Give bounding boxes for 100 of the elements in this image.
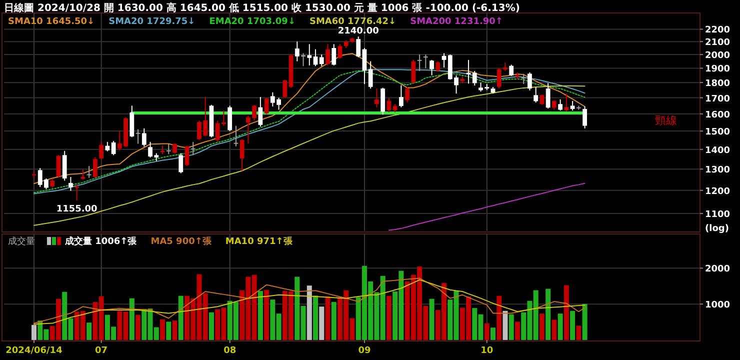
candlestick xyxy=(99,141,104,160)
candlestick xyxy=(546,82,550,109)
candlestick xyxy=(105,141,110,152)
candlestick xyxy=(178,152,184,174)
bar xyxy=(429,298,434,340)
annotation: 2140.00 xyxy=(338,26,379,37)
candlestick xyxy=(111,140,116,156)
y-tick-label: 1300 xyxy=(705,166,730,176)
candlestick xyxy=(68,176,73,192)
candlestick xyxy=(80,168,86,180)
candlestick xyxy=(319,54,324,67)
bar xyxy=(546,288,551,340)
candlestick xyxy=(228,105,232,132)
chart-title: 日線圖 2024/10/28 開 1630.00 高 1645.00 低 1515.00 收 1530.00 元 量 1006 張 -100.00 (-6.13%) xyxy=(4,2,520,14)
candlestick xyxy=(466,59,471,84)
x-tick-label: 10 xyxy=(480,346,494,356)
text: SMA20 1729.75↓ xyxy=(108,17,196,27)
candlestick xyxy=(430,59,434,76)
bar xyxy=(386,296,392,340)
bar xyxy=(508,314,514,340)
bar xyxy=(313,296,318,340)
candlestick xyxy=(258,96,263,128)
bar xyxy=(319,306,324,340)
bar xyxy=(136,314,141,340)
candlestick xyxy=(423,54,428,69)
bar xyxy=(570,310,576,340)
candlestick xyxy=(172,142,177,154)
legend-title: 成交量 xyxy=(8,236,35,247)
candlestick xyxy=(240,138,244,172)
bar xyxy=(208,312,214,340)
candlestick xyxy=(301,52,306,67)
y-tick-label: 1100 xyxy=(705,210,730,220)
x-tick-label: 07 xyxy=(95,346,108,356)
candlestick xyxy=(521,73,526,85)
text: SMA60 1776.42↓ xyxy=(309,17,396,27)
candlestick xyxy=(338,44,342,60)
candlestick xyxy=(184,145,190,167)
x-tick-label: 2024/06/14 xyxy=(6,346,62,356)
bar xyxy=(160,319,166,340)
bar xyxy=(129,298,134,340)
text: 頸線 xyxy=(655,114,677,127)
candlestick xyxy=(472,70,477,86)
candlestick xyxy=(417,54,422,72)
candlestick xyxy=(307,44,312,66)
y-tick-label: 1400 xyxy=(705,146,730,156)
candlestick xyxy=(436,60,440,72)
candlestick xyxy=(294,41,300,62)
text: MA10 971↑張 xyxy=(225,236,294,247)
candlestick xyxy=(534,86,538,103)
candlestick xyxy=(332,44,336,66)
bar xyxy=(178,296,184,340)
bar xyxy=(258,290,263,340)
candlestick xyxy=(362,47,367,85)
bar xyxy=(558,314,563,340)
bar xyxy=(172,320,178,340)
y-tick-label: 2100 xyxy=(705,38,730,48)
legend-label: 成交量 1006↑張 xyxy=(64,236,138,247)
bar xyxy=(484,323,490,340)
bar xyxy=(306,286,312,340)
bar xyxy=(264,290,270,340)
bar xyxy=(86,322,92,340)
candlestick xyxy=(442,52,446,68)
text: MA5 900↑張 xyxy=(150,236,212,247)
bar xyxy=(514,322,520,340)
candlestick xyxy=(558,98,563,112)
bar xyxy=(496,296,502,340)
candlestick xyxy=(190,141,196,156)
candlestick xyxy=(528,72,532,91)
y-tick-label: 2000 xyxy=(705,264,730,275)
y-tick-label: 1600 xyxy=(705,110,730,120)
y-tick-label: 1700 xyxy=(705,94,730,104)
candlestick xyxy=(411,59,416,84)
y-tick-label: 2000 xyxy=(705,51,730,62)
y-tick-label: 1000 xyxy=(705,300,730,311)
candlestick xyxy=(86,166,92,178)
candlestick xyxy=(356,36,361,58)
line-series xyxy=(388,182,586,231)
text: SMA10 1645.50↓ xyxy=(8,17,95,27)
bar xyxy=(552,320,557,340)
candlestick xyxy=(50,178,55,189)
candlestick xyxy=(540,94,544,106)
bar xyxy=(490,328,496,340)
candlestick xyxy=(368,60,373,90)
candlestick xyxy=(282,79,288,98)
text: EMA20 1703.09↓ xyxy=(209,17,296,27)
candlestick xyxy=(374,88,379,108)
candlestick xyxy=(509,64,514,76)
y-tick-label: 1500 xyxy=(705,128,730,138)
candlestick xyxy=(570,100,575,112)
candlestick xyxy=(564,93,569,112)
x-tick-label: 08 xyxy=(224,346,236,356)
bar xyxy=(539,314,544,340)
candlestick xyxy=(264,97,269,114)
x-tick-label: 09 xyxy=(358,346,371,356)
candlestick xyxy=(56,154,61,178)
y-tick-label: 1200 xyxy=(705,186,730,197)
candlestick xyxy=(399,84,404,108)
bar xyxy=(582,304,588,340)
candlestick xyxy=(166,143,171,155)
candlestick xyxy=(405,86,410,103)
